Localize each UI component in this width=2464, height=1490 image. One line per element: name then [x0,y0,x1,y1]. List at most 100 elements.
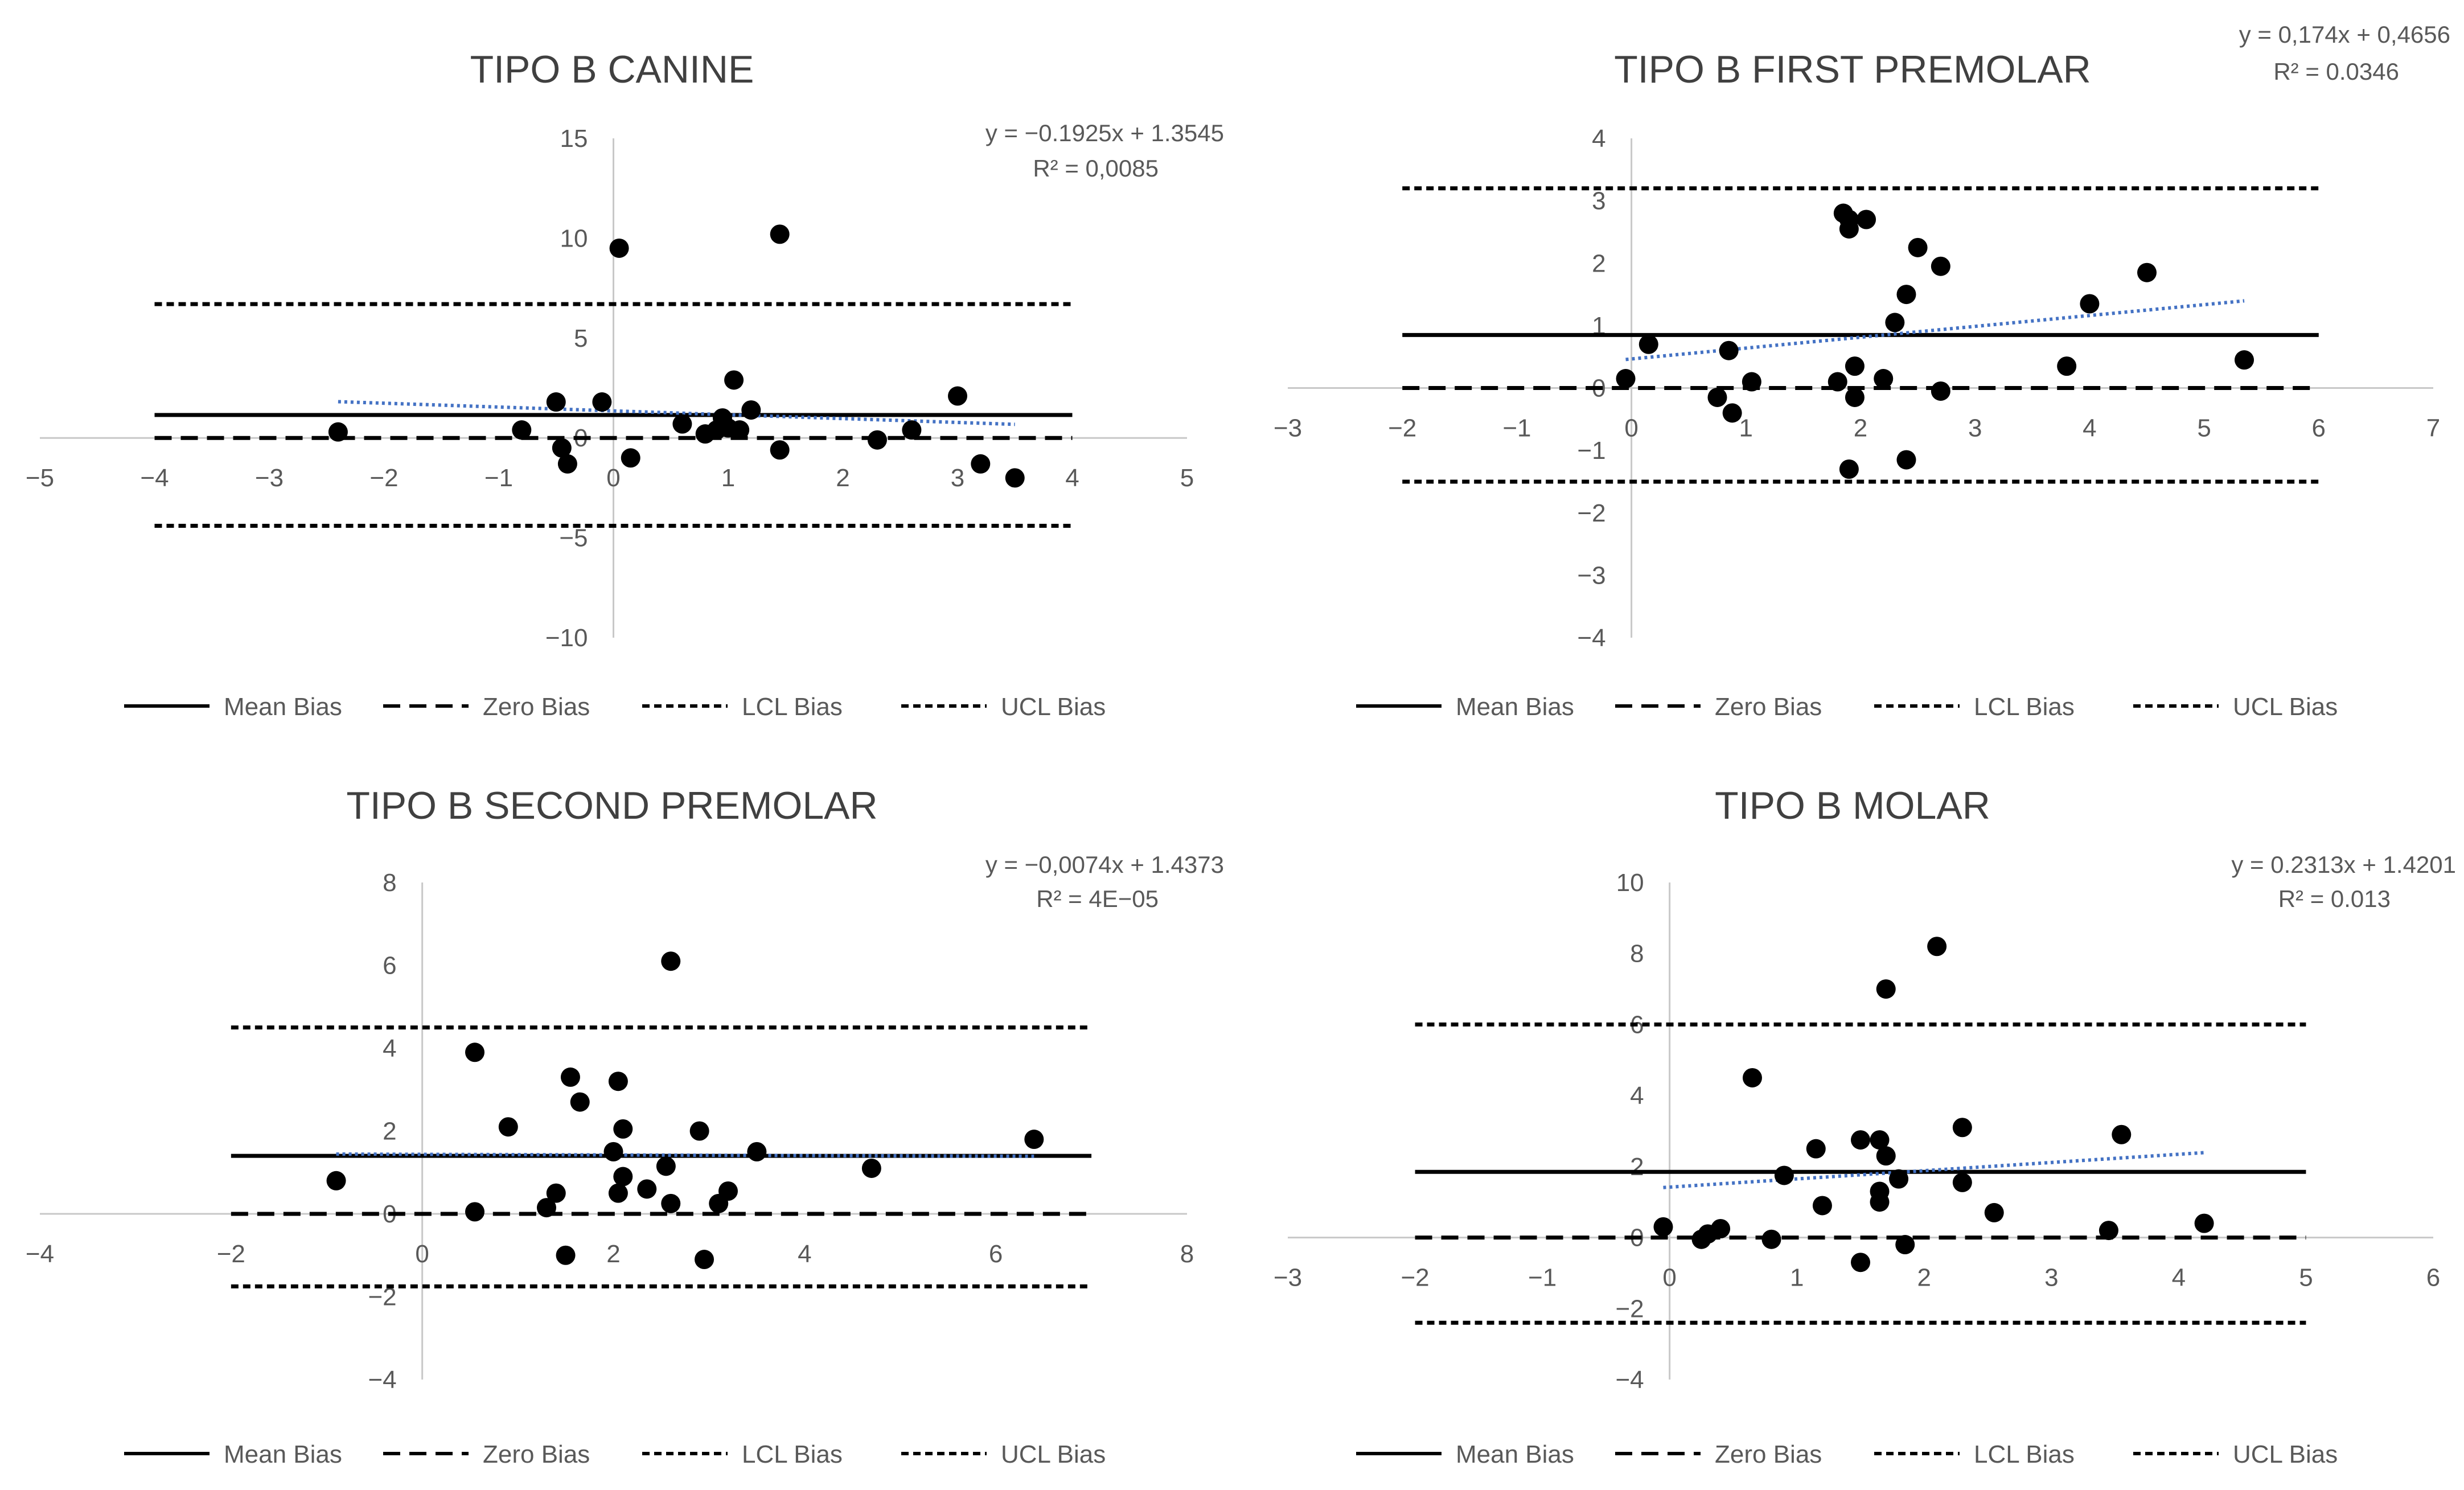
legend-label-lcl-bias: LCL Bias [742,693,843,721]
chart-title: TIPO B MOLAR [1715,784,1990,827]
x-tick-label: 6 [2426,1264,2440,1292]
x-tick-label: 0 [606,464,620,492]
x-tick-label: 1 [1739,414,1753,442]
data-point [724,370,744,390]
y-tick-label: −3 [1577,561,1605,589]
y-tick-label: −5 [559,524,588,552]
r-squared-label: R² = 0.0346 [2273,58,2399,85]
data-point [1952,1172,1972,1192]
y-tick-label: −4 [368,1366,396,1394]
data-point [661,951,681,971]
data-point [592,392,612,412]
y-tick-label: 8 [383,869,396,897]
data-point [326,1171,346,1191]
x-tick-label: 4 [2172,1264,2186,1292]
y-tick-label: −4 [1577,624,1605,652]
data-point [661,1193,681,1213]
chart-title: TIPO B FIRST PREMOLAR [1614,48,2091,91]
data-point [1931,256,1950,276]
legend-label-ucl-bias: UCL Bias [2233,693,2338,721]
x-tick-label: 3 [1968,414,1982,442]
data-point [1874,369,1894,389]
data-point [465,1042,485,1062]
data-point [2080,294,2100,314]
y-tick-label: 4 [1630,1082,1644,1110]
x-tick-label: 2 [606,1240,620,1268]
x-tick-label: −4 [26,1240,54,1268]
x-tick-label: 8 [1180,1240,1194,1268]
trendline [338,400,1015,426]
data-point [1761,1229,1781,1249]
x-tick-label: 0 [415,1240,429,1268]
legend-label-zero-bias: Zero Bias [1715,1440,1822,1468]
y-tick-label: 2 [383,1118,396,1146]
legend-label-lcl-bias: LCL Bias [742,1440,843,1468]
chart-panel-second-premolar: TIPO B SECOND PREMOLAR−4−202468−4−202468… [0,745,1232,1490]
legend-label-ucl-bias: UCL Bias [1001,1440,1106,1468]
data-point [1024,1130,1044,1150]
data-point [1851,1130,1870,1150]
y-tick-label: 6 [383,952,396,980]
data-point [1870,1130,1890,1150]
data-point [1707,387,1727,407]
data-point [546,1183,566,1203]
data-point [556,1245,576,1265]
data-point [1870,1192,1890,1212]
data-point [1719,340,1739,360]
data-point [770,224,790,244]
data-point [747,1142,767,1161]
x-tick-label: −5 [26,464,54,492]
data-point [2137,262,2157,282]
data-point [536,1198,556,1218]
data-point [1005,468,1025,488]
x-tick-label: 4 [2083,414,2096,442]
x-tick-label: −2 [369,464,398,492]
x-tick-label: 2 [1854,414,1867,442]
legend-label-mean-bias: Mean Bias [224,1440,342,1468]
data-point [1931,381,1950,401]
trendline-equation: y = 0.2313x + 1.4201 [2231,851,2456,878]
legend-label-mean-bias: Mean Bias [1456,693,1574,721]
x-tick-label: −4 [140,464,169,492]
data-point [465,1202,485,1222]
data-point [1895,1235,1915,1255]
x-tick-label: 5 [2299,1264,2313,1292]
data-point [1876,979,1896,999]
data-point [1653,1217,1673,1237]
data-point [695,1250,714,1270]
data-point [861,1158,881,1178]
x-tick-label: 1 [721,464,735,492]
x-tick-label: 6 [2312,414,2326,442]
x-tick-label: 7 [2426,414,2440,442]
data-point [608,1072,628,1091]
r-squared-label: R² = 0.013 [2278,885,2391,912]
data-point [730,420,750,440]
y-tick-label: 3 [1592,187,1605,215]
data-point [1927,937,1947,957]
data-point [498,1117,518,1137]
r-squared-label: R² = 4E−05 [1036,885,1159,912]
x-tick-label: 6 [989,1240,1003,1268]
data-point [1711,1218,1731,1238]
y-tick-label: −4 [1615,1366,1644,1394]
data-point [1742,1068,1762,1087]
x-tick-label: −1 [1502,414,1531,442]
data-point [1845,387,1865,407]
y-tick-label: −2 [1615,1295,1644,1323]
data-point [2112,1124,2132,1144]
data-point [1722,403,1742,423]
data-point [971,454,991,474]
x-tick-label: −2 [217,1240,245,1268]
x-tick-label: 5 [1180,464,1194,492]
data-point [1812,1196,1832,1216]
legend-label-lcl-bias: LCL Bias [1974,693,2075,721]
x-tick-label: 0 [1624,414,1638,442]
data-point [656,1156,676,1176]
y-tick-label: 8 [1630,940,1644,968]
chart-first-premolar: TIPO B FIRST PREMOLAR −3 −2 −1 0 1 2 3 4 5 6 7 −4 −3 −… [1274,21,2450,721]
data-point [546,392,566,412]
x-tick-label: 2 [836,464,849,492]
data-point [1839,219,1859,239]
data-point [1845,356,1865,376]
